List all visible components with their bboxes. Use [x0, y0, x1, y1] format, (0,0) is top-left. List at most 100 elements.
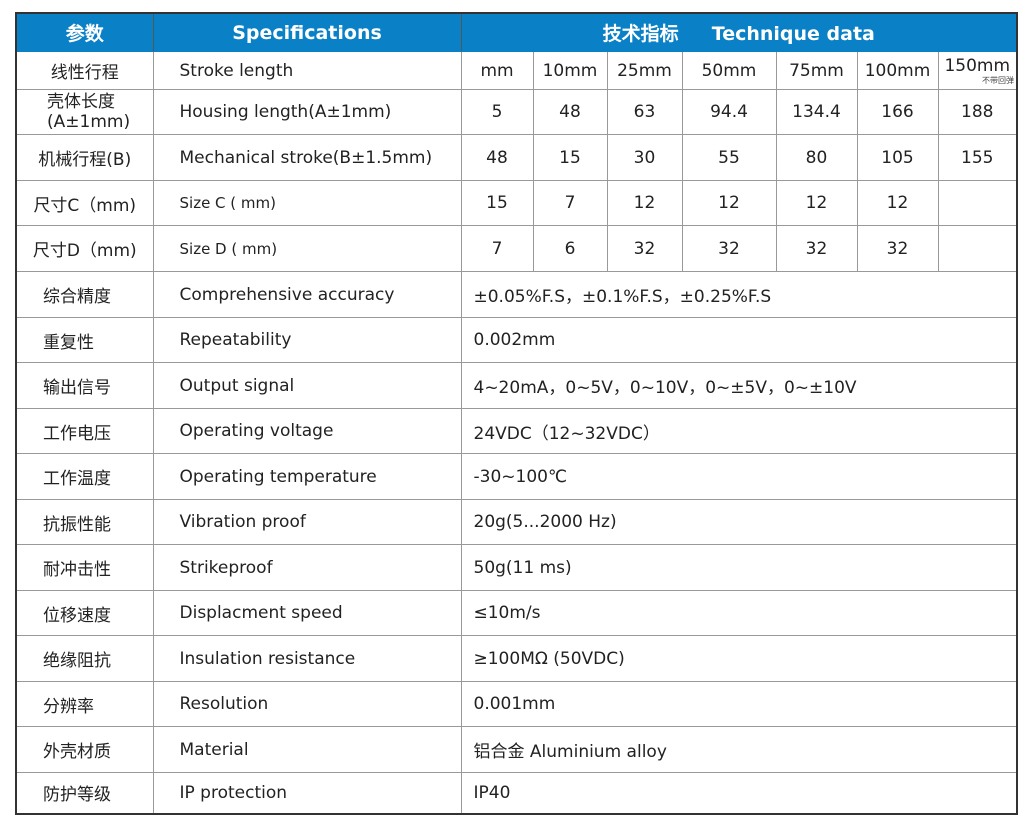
table-row: 耐冲击性 Strikeproof 50g(11 ms): [15, 544, 1018, 591]
size-value: 15: [460, 180, 534, 226]
size-value: 15: [532, 134, 608, 181]
header-cn: 技术指标: [602, 23, 679, 45]
param-cn: 尺寸D（mm): [15, 225, 154, 272]
stroke-value: 10mm: [532, 51, 608, 90]
spec-value: 铝合金 Aluminium alloy: [460, 726, 1018, 773]
spec-value: 0.001mm: [460, 681, 1018, 727]
param-cn: 输出信号: [15, 362, 154, 409]
size-value: [937, 180, 1018, 226]
param-en: Comprehensive accuracy: [152, 271, 462, 318]
size-value: 48: [460, 134, 534, 181]
size-value: 166: [856, 89, 939, 135]
size-value: 188: [937, 89, 1018, 135]
param-cn: 外壳材质: [15, 726, 154, 773]
table-row: 绝缘阻抗 Insulation resistance ≥100MΩ (50VDC): [15, 635, 1018, 682]
param-cn: 工作温度: [15, 453, 154, 500]
param-en: Displacment speed: [152, 590, 462, 636]
param-en: Resolution: [152, 681, 462, 727]
stroke-value: mm: [460, 51, 534, 90]
size-value: 48: [532, 89, 608, 135]
size-value: 134.4: [775, 89, 858, 135]
spec-value: 4~20mA，0~5V，0~10V，0~±5V，0~±10V: [460, 362, 1018, 409]
spec-value: ±0.05%F.S，±0.1%F.S，±0.25%F.S: [460, 271, 1018, 318]
size-value: 105: [856, 134, 939, 181]
param-cn: 抗振性能: [15, 499, 154, 545]
table-row: 工作温度 Operating temperature -30~100℃: [15, 453, 1018, 500]
param-en: Insulation resistance: [152, 635, 462, 682]
stroke-value-text: 150mm: [944, 55, 1011, 76]
param-en: Operating voltage: [152, 408, 462, 454]
size-value: 32: [856, 225, 939, 272]
param-en: Housing length(A±1mm): [152, 89, 462, 135]
param-cn: 壳体长度 (A±1mm): [15, 89, 154, 135]
table-row: 机械行程(B) Mechanical stroke(B±1.5mm) 48 15 30 5…: [15, 134, 1018, 181]
size-value: 12: [775, 180, 858, 226]
size-value: 32: [775, 225, 858, 272]
param-en: Stroke length: [152, 51, 462, 90]
param-cn: 分辨率: [15, 681, 154, 727]
spec-value: 0.002mm: [460, 317, 1018, 363]
param-cn: 位移速度: [15, 590, 154, 636]
param-cn-line1: 壳体长度: [47, 92, 115, 112]
size-value: 12: [606, 180, 683, 226]
spec-table: 参数 Specifications 技术指标 Technique data 线性…: [15, 12, 1019, 815]
param-cn: 绝缘阻抗: [15, 635, 154, 682]
size-value: 12: [856, 180, 939, 226]
size-value: 32: [606, 225, 683, 272]
stroke-value: 75mm: [775, 51, 858, 90]
spec-value: ≤10m/s: [460, 590, 1018, 636]
size-value: 6: [532, 225, 608, 272]
param-cn: 机械行程(B): [15, 134, 154, 181]
size-value: 94.4: [681, 89, 777, 135]
table-row: 位移速度 Displacment speed ≤10m/s: [15, 590, 1018, 636]
param-cn-line2: (A±1mm): [47, 112, 131, 132]
table-row: 外壳材质 Material 铝合金 Aluminium alloy: [15, 726, 1018, 773]
size-value: 32: [681, 225, 777, 272]
size-value: [937, 225, 1018, 272]
param-en: Output signal: [152, 362, 462, 409]
spec-value: 50g(11 ms): [460, 544, 1018, 591]
header-technique-data: 技术指标 Technique data: [460, 12, 1018, 52]
param-cn: 防护等级: [15, 772, 154, 814]
header-en: Technique data: [711, 23, 875, 45]
table-row: 工作电压 Operating voltage 24VDC（12~32VDC）: [15, 408, 1018, 454]
spec-value: IP40: [460, 772, 1018, 814]
param-cn: 综合精度: [15, 271, 154, 318]
param-cn: 线性行程: [15, 51, 154, 90]
header-row: 参数 Specifications 技术指标 Technique data: [15, 12, 1018, 52]
table-row: 尺寸D（mm) Size D ( mm) 7 6 32 32 32 32: [15, 225, 1018, 272]
table-row: 抗振性能 Vibration proof 20g(5...2000 Hz): [15, 499, 1018, 545]
param-cn: 耐冲击性: [15, 544, 154, 591]
param-en: Size D ( mm): [152, 225, 462, 272]
header-param: 参数: [15, 12, 154, 52]
table-row: 壳体长度 (A±1mm) Housing length(A±1mm) 5 48 63 94.…: [15, 89, 1018, 135]
param-en: Repeatability: [152, 317, 462, 363]
size-value: 80: [775, 134, 858, 181]
size-value: 7: [532, 180, 608, 226]
table-row: 尺寸C（mm) Size C ( mm) 15 7 12 12 12 12: [15, 180, 1018, 226]
stroke-value: 25mm: [606, 51, 683, 90]
stroke-value: 100mm: [856, 51, 939, 90]
table-row: 防护等级 IP protection IP40: [15, 772, 1018, 814]
table-row: 重复性 Repeatability 0.002mm: [15, 317, 1018, 363]
spec-value: 24VDC（12~32VDC）: [460, 408, 1018, 454]
size-value: 12: [681, 180, 777, 226]
param-en: Operating temperature: [152, 453, 462, 500]
header-specifications: Specifications: [152, 12, 462, 52]
param-cn: 尺寸C（mm): [15, 180, 154, 226]
spec-value: ≥100MΩ (50VDC): [460, 635, 1018, 682]
size-value: 7: [460, 225, 534, 272]
param-en: Mechanical stroke(B±1.5mm): [152, 134, 462, 181]
size-value: 63: [606, 89, 683, 135]
spec-value: 20g(5...2000 Hz): [460, 499, 1018, 545]
size-value: 5: [460, 89, 534, 135]
size-value: 30: [606, 134, 683, 181]
param-cn: 工作电压: [15, 408, 154, 454]
size-value: 55: [681, 134, 777, 181]
stroke-value: 150mm 不带回弹: [937, 51, 1018, 90]
table-row: 分辨率 Resolution 0.001mm: [15, 681, 1018, 727]
table-row: 综合精度 Comprehensive accuracy ±0.05%F.S，±0.1…: [15, 271, 1018, 318]
stroke-value: 50mm: [681, 51, 777, 90]
param-en: IP protection: [152, 772, 462, 814]
table-row-stroke: 线性行程 Stroke length mm 10mm 25mm 50mm 75mm 100mm…: [15, 51, 1018, 90]
